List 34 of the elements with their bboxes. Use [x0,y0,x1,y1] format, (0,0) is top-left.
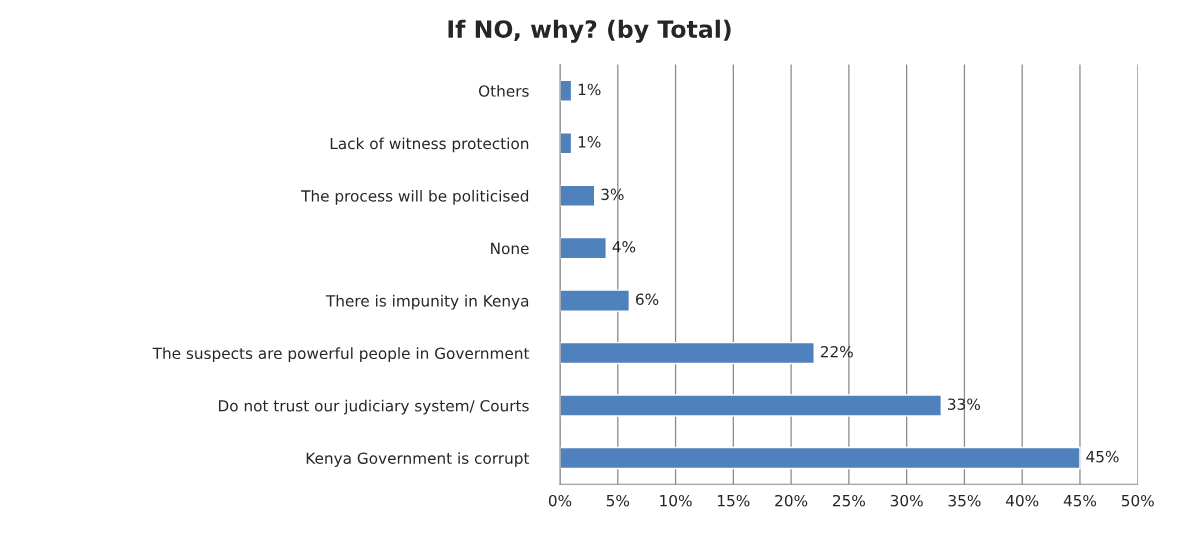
y-tick-label: Lack of witness protection [330,137,529,153]
x-tick-label: 0% [548,494,572,507]
y-tick-label: The process will be politicised [301,189,529,205]
x-tick-label: 40% [1005,494,1039,507]
bar [560,446,1081,470]
data-label: 4% [612,241,636,253]
x-tick-label: 50% [1121,494,1154,507]
bar [560,341,815,365]
data-label: 6% [635,293,659,306]
bar [560,394,943,417]
y-tick-label: Kenya Government is corrupt [306,452,530,467]
bar [560,236,607,260]
data-label: 3% [601,188,624,201]
x-tick-label: 45% [1063,494,1097,507]
x-tick-label: 5% [606,494,630,507]
x-tick-label: 15% [718,494,750,507]
data-label: 1% [578,83,601,96]
data-label: 22% [820,345,853,358]
x-tick-label: 35% [948,494,981,507]
y-tick-label: The suspects are powerful people in Government [152,347,530,363]
bar [560,289,631,312]
y-tick-label: There is impunity in Kenya [325,294,529,310]
y-tick-label: Others [478,84,529,97]
bar [560,184,596,207]
data-label: 33% [948,398,980,410]
x-tick-label: 30% [890,494,923,507]
x-tick-label: 20% [775,494,808,507]
y-tick-label: None [491,242,529,255]
data-label: 45% [1086,450,1119,463]
chart-title: If NO, why? (by Total) [448,19,731,43]
x-tick-label: 25% [833,494,866,507]
x-tick-label: 10% [660,494,692,507]
data-label: 1% [578,136,601,148]
y-tick-label: Do not trust our judiciary system/ Courts [218,399,529,415]
